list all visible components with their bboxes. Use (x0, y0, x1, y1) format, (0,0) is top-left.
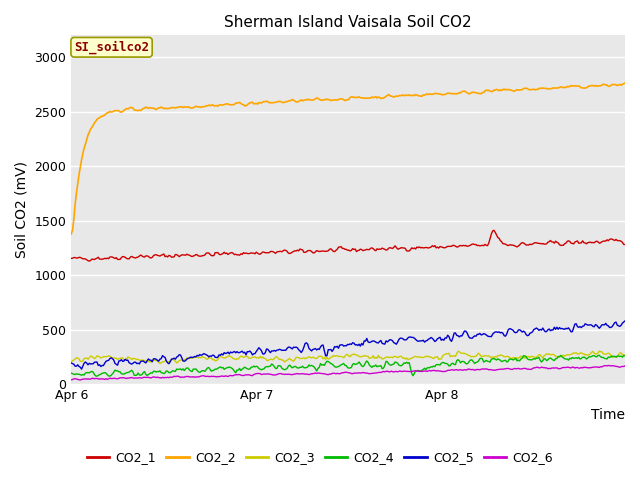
X-axis label: Time: Time (591, 408, 625, 422)
Legend: CO2_1, CO2_2, CO2_3, CO2_4, CO2_5, CO2_6: CO2_1, CO2_2, CO2_3, CO2_4, CO2_5, CO2_6 (82, 446, 558, 469)
Title: Sherman Island Vaisala Soil CO2: Sherman Island Vaisala Soil CO2 (225, 15, 472, 30)
Y-axis label: Soil CO2 (mV): Soil CO2 (mV) (15, 161, 29, 258)
Text: SI_soilco2: SI_soilco2 (74, 41, 149, 54)
